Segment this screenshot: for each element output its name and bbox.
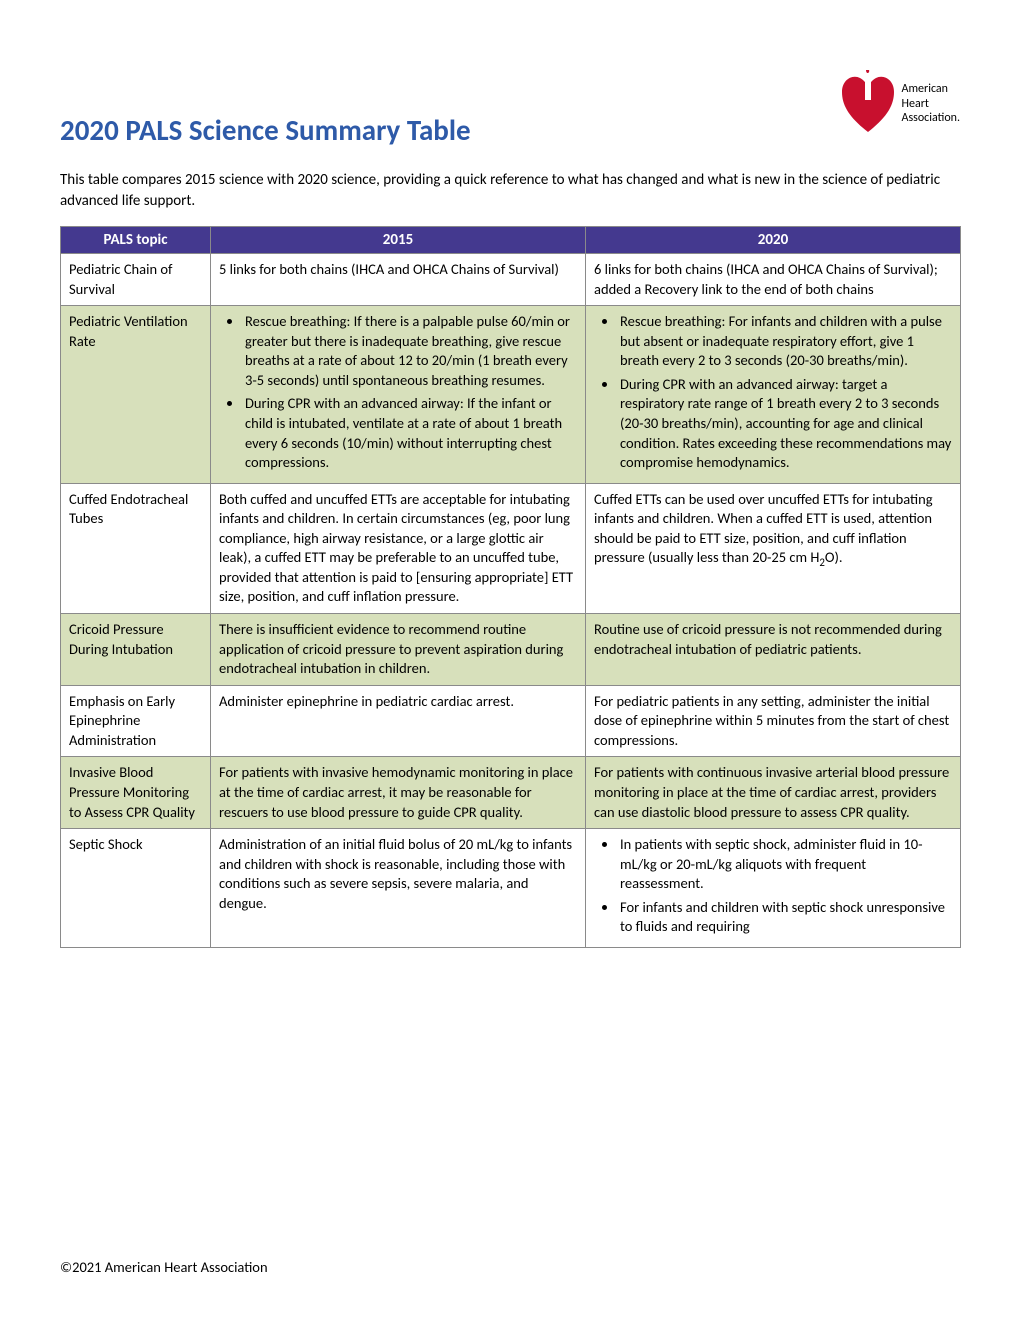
logo-line-1: American [902, 82, 960, 96]
aha-logo: American Heart Association. [840, 70, 960, 138]
topic-cell: Cricoid Pressure During Intubation [61, 614, 211, 686]
table-row: Pediatric Chain of Survival5 links for b… [61, 254, 961, 306]
cell-2020: Routine use of cricoid pressure is not r… [586, 614, 961, 686]
topic-cell: Pediatric Ventilation Rate [61, 306, 211, 484]
list-item: Rescue breathing: For infants and childr… [618, 312, 952, 371]
logo-line-3: Association. [902, 111, 960, 125]
cell-2020: For patients with continuous invasive ar… [586, 757, 961, 829]
heart-torch-icon [840, 70, 896, 138]
summary-table: PALS topic 2015 2020 Pediatric Chain of … [60, 226, 961, 948]
topic-cell: Emphasis on Early Epinephrine Administra… [61, 685, 211, 757]
cell-2020: Rescue breathing: For infants and childr… [586, 306, 961, 484]
header-row: 2020 PALS Science Summary Table American… [60, 70, 960, 148]
page-title: 2020 PALS Science Summary Table [60, 112, 471, 148]
cell-2020: In patients with septic shock, administe… [586, 829, 961, 948]
list-item: In patients with septic shock, administe… [618, 835, 952, 894]
intro-paragraph: This table compares 2015 science with 20… [60, 170, 960, 212]
copyright-footer: ©2021 American Heart Association [60, 1258, 268, 1276]
list-item: Rescue breathing: If there is a palpable… [243, 312, 577, 390]
topic-cell: Pediatric Chain of Survival [61, 254, 211, 306]
cell-2015: Administer epinephrine in pediatric card… [211, 685, 586, 757]
table-row: Emphasis on Early Epinephrine Administra… [61, 685, 961, 757]
cell-2020: For pediatric patients in any setting, a… [586, 685, 961, 757]
table-header-row: PALS topic 2015 2020 [61, 227, 961, 254]
list-item: During CPR with an advanced airway: If t… [243, 394, 577, 472]
logo-line-2: Heart [902, 97, 960, 111]
logo-text: American Heart Association. [902, 82, 960, 125]
col-header-topic: PALS topic [61, 227, 211, 254]
topic-cell: Invasive Blood Pressure Monitoring to As… [61, 757, 211, 829]
topic-cell: Septic Shock [61, 829, 211, 948]
list-item: During CPR with an advanced airway: targ… [618, 375, 952, 473]
cell-2015: Rescue breathing: If there is a palpable… [211, 306, 586, 484]
table-row: Pediatric Ventilation Rate Rescue breathi… [61, 306, 961, 484]
col-header-2015: 2015 [211, 227, 586, 254]
cell-2015: Both cuffed and uncuffed ETTs are accept… [211, 483, 586, 613]
cell-2015: 5 links for both chains (IHCA and OHCA C… [211, 254, 586, 306]
cell-2015: There is insufficient evidence to recomm… [211, 614, 586, 686]
cell-2020: Cuffed ETTs can be used over uncuffed ET… [586, 483, 961, 613]
cell-2015: Administration of an initial fluid bolus… [211, 829, 586, 948]
topic-cell: Cuffed Endotracheal Tubes [61, 483, 211, 613]
cell-2020: 6 links for both chains (IHCA and OHCA C… [586, 254, 961, 306]
list-item: For infants and children with septic sho… [618, 898, 952, 937]
cell-2015: For patients with invasive hemodynamic m… [211, 757, 586, 829]
table-row: Septic ShockAdministration of an initial… [61, 829, 961, 948]
table-row: Cricoid Pressure During IntubationThere … [61, 614, 961, 686]
col-header-2020: 2020 [586, 227, 961, 254]
table-row: Invasive Blood Pressure Monitoring to As… [61, 757, 961, 829]
table-row: Cuffed Endotracheal TubesBoth cuffed and… [61, 483, 961, 613]
